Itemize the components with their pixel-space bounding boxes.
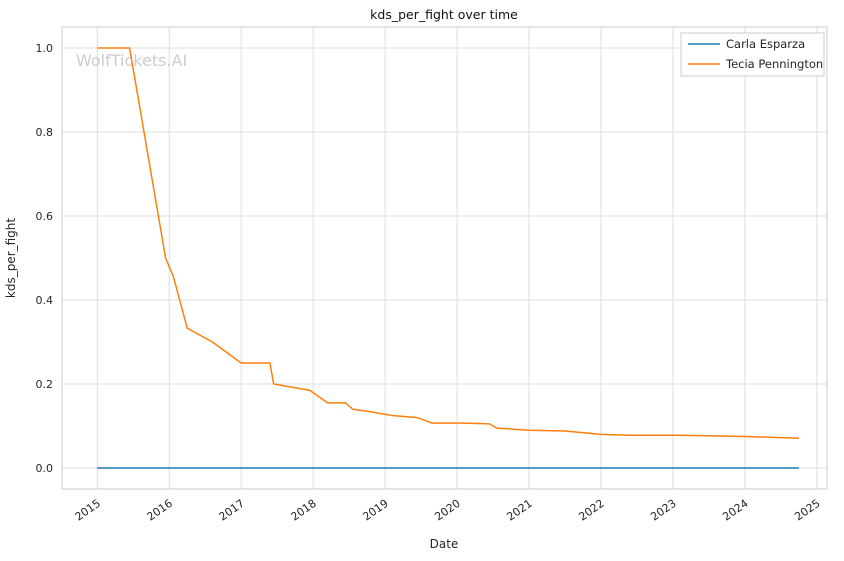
x-tick-label: 2024 — [720, 497, 750, 524]
x-tick-label: 2018 — [288, 497, 318, 524]
y-tick-label: 0.4 — [36, 294, 54, 307]
x-tick-label: 2017 — [217, 497, 247, 524]
x-tick-label: 2022 — [576, 497, 606, 524]
y-axis-label: kds_per_fight — [4, 218, 18, 299]
series-layer — [97, 47, 799, 469]
x-tick-label: 2019 — [360, 497, 390, 524]
plot-border — [61, 26, 828, 490]
x-tick-label: 2021 — [504, 497, 534, 524]
x-tick-label: 2023 — [648, 497, 678, 524]
x-axis-label: Date — [430, 537, 459, 551]
y-tick-label: 0.8 — [36, 126, 54, 139]
legend-box — [680, 32, 825, 77]
x-tick-label: 2016 — [145, 497, 175, 524]
legend-label-tecia-pennington: Tecia Pennington — [725, 57, 823, 71]
y-tick-label: 0.6 — [36, 210, 54, 223]
y-tick-label: 0.2 — [36, 378, 54, 391]
x-tick-label: 2015 — [73, 497, 103, 524]
legend: Carla Esparza Tecia Pennington — [680, 32, 825, 77]
x-tick-label: 2025 — [792, 497, 822, 524]
y-tick-label: 1.0 — [36, 42, 54, 55]
series-line-tecia-pennington — [97, 47, 799, 439]
axis-tick-labels: 2015 2016 2017 2018 2019 2020 2021 2022 2023 2024… — [36, 42, 823, 524]
x-tick-label: 2020 — [432, 497, 462, 524]
grid-layer — [62, 27, 827, 489]
chart-title: kds_per_fight over time — [370, 7, 518, 22]
legend-label-carla-esparza: Carla Esparza — [726, 37, 805, 51]
y-tick-label: 0.0 — [36, 462, 54, 475]
